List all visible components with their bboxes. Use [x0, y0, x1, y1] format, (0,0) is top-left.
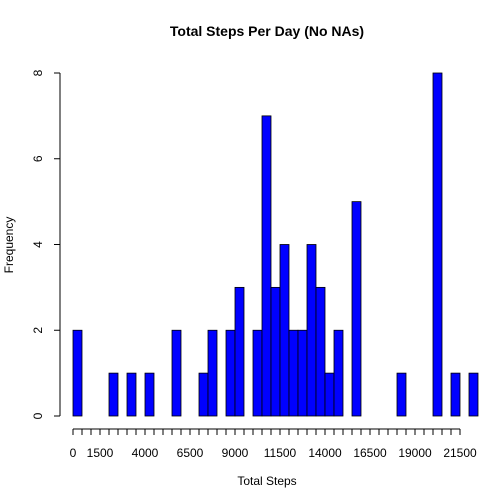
x-tick-label: 0: [70, 446, 77, 460]
bars-group: [72, 72, 479, 417]
histogram-bar: [108, 372, 119, 417]
y-axis-label: Frequency: [2, 217, 16, 274]
chart-title: Total Steps Per Day (No NAs): [170, 23, 364, 39]
histogram-bar: [126, 372, 137, 417]
histogram-bar: [144, 372, 155, 417]
x-tick-label: 1500: [87, 446, 114, 460]
x-axis: 0 1500 4000 6500 9000 11500 14000 16500 19000 215…: [70, 428, 477, 460]
histogram-bar: [450, 372, 461, 417]
histogram-bar: [432, 72, 443, 417]
histogram-bar: [171, 329, 182, 417]
histogram-bar: [288, 329, 299, 417]
histogram-bar: [198, 372, 209, 417]
x-tick-label: 16500: [353, 446, 387, 460]
histogram-bar: [270, 286, 281, 417]
y-axis: 0 2 4 6 8: [31, 69, 61, 419]
x-tick-label: 21500: [443, 446, 477, 460]
histogram-bar: [225, 329, 236, 417]
histogram-bar: [333, 329, 344, 417]
x-tick-label: 6500: [177, 446, 204, 460]
x-tick-label: 4000: [132, 446, 159, 460]
y-tick-label: 0: [31, 412, 45, 419]
histogram-bar: [72, 329, 83, 417]
histogram-bar: [207, 329, 218, 417]
histogram-bar: [468, 372, 479, 417]
y-tick-label: 2: [31, 327, 45, 334]
x-tick-label: 19000: [398, 446, 432, 460]
histogram-bar: [396, 372, 407, 417]
histogram-bar: [324, 372, 335, 417]
histogram-bar: [252, 329, 263, 417]
histogram-bar: [261, 115, 272, 417]
histogram-bar: [315, 286, 326, 417]
histogram-bar: [306, 244, 317, 417]
x-tick-label: 9000: [222, 446, 249, 460]
x-tick-label: 14000: [308, 446, 342, 460]
y-tick-label: 6: [31, 155, 45, 162]
x-axis-label: Total Steps: [237, 474, 296, 488]
y-tick-label: 8: [31, 69, 45, 76]
histogram-bar: [297, 329, 308, 417]
histogram-bar: [279, 244, 290, 417]
x-tick-label: 11500: [264, 446, 297, 460]
y-tick-label: 4: [31, 241, 45, 248]
histogram-bar: [351, 201, 362, 417]
histogram-bar: [234, 286, 245, 417]
